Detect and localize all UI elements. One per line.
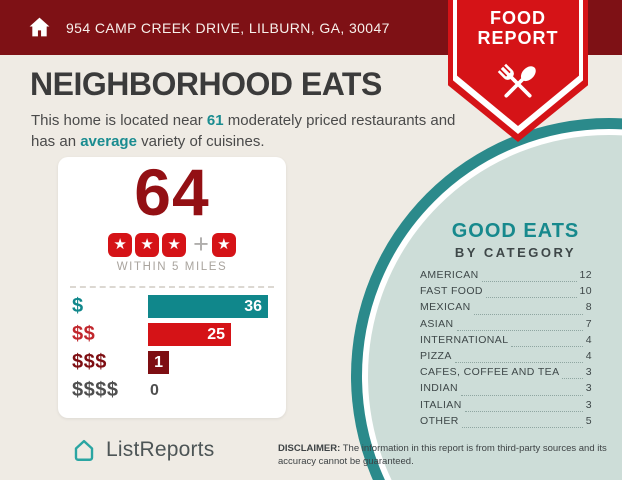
price-tier-row: $$$$ 0 — [72, 379, 276, 402]
subtitle-line2: has an average variety of cuisines. — [31, 131, 455, 152]
bar-area: 36 — [148, 295, 276, 318]
category-row: FAST FOOD 10 — [420, 285, 592, 301]
price-tier-row: $36 — [72, 295, 276, 318]
subtitle-text: variety of cuisines. — [136, 133, 265, 151]
dotted-leader — [562, 378, 583, 380]
star-icon: ★ — [108, 232, 133, 257]
restaurant-count: 64 — [134, 155, 210, 229]
listreports-logo: ListReports — [71, 437, 214, 463]
category-label: FAST FOOD — [420, 285, 483, 298]
good-eats-heading: GOOD EATS BY CATEGORY — [413, 220, 618, 260]
category-label: INDIAN — [420, 382, 458, 395]
category-label: ITALIAN — [420, 398, 462, 411]
bar-area: 1 — [148, 351, 276, 374]
restaurant-summary-card: 64 ★ ★ ★ + ★ WITHIN 5 MILES $36 $$ 25 $$$ 1 $$$$ 0 — [58, 157, 286, 418]
dotted-leader — [473, 313, 583, 315]
price-tier-bar: 25 — [148, 323, 231, 346]
category-row: ASIAN 7 — [420, 318, 592, 334]
category-value: 10 — [579, 285, 592, 298]
price-tier-label: $$$$ — [72, 379, 119, 401]
star-icon: ★ — [135, 232, 160, 257]
star-rating: ★ ★ ★ + ★ — [58, 231, 286, 258]
category-row: INTERNATIONAL 4 — [420, 334, 592, 350]
dotted-leader — [454, 362, 583, 364]
good-eats-subtitle: BY CATEGORY — [454, 245, 577, 260]
category-value: 12 — [579, 269, 592, 281]
category-label: INTERNATIONAL — [420, 333, 509, 346]
category-label: AMERICAN — [420, 269, 479, 281]
category-value: 8 — [585, 301, 592, 314]
category-row: INDIAN 3 — [420, 382, 592, 398]
category-row: MEXICAN 8 — [420, 301, 592, 317]
disclaimer-line2: accuracy cannot be guaranteed. — [278, 456, 414, 468]
subtitle-text: moderately priced restaurants and — [223, 112, 456, 129]
dotted-leader — [481, 281, 577, 283]
dotted-leader — [464, 410, 583, 412]
dotted-leader — [461, 426, 583, 428]
disclaimer-text: The information in this report is from t… — [340, 443, 607, 454]
dotted-leader — [461, 394, 583, 396]
category-label: MEXICAN — [420, 301, 471, 314]
category-row: AMERICAN 12 — [420, 269, 592, 285]
badge-title: FOOD REPORT — [448, 8, 588, 49]
category-label: OTHER — [420, 414, 459, 427]
dotted-leader — [485, 297, 577, 299]
category-value: 3 — [585, 366, 592, 379]
star-icon: ★ — [162, 232, 187, 257]
subtitle-line1: This home is located near 61 moderately … — [31, 110, 455, 131]
dotted-leader — [456, 329, 583, 331]
plus-icon: + — [193, 229, 209, 259]
food-report-badge: FOOD REPORT — [448, 0, 588, 142]
category-value: 4 — [585, 349, 592, 362]
category-value: 5 — [585, 414, 592, 427]
price-tier-bar: 36 — [148, 295, 268, 318]
category-label: CAFES, COFFEE AND TEA — [420, 366, 560, 379]
price-tier-label: $ — [72, 295, 84, 317]
price-tier-zero-value: 0 — [150, 382, 159, 399]
subtitle-text: This home is located near — [31, 112, 207, 129]
good-eats-category-list: AMERICAN 12 FAST FOOD 10 MEXICAN 8 ASIAN 7 INTER… — [420, 269, 592, 431]
crossed-spoon-fork-icon — [497, 63, 536, 98]
category-value: 3 — [585, 398, 592, 411]
dotted-leader — [511, 345, 583, 347]
listreports-house-icon — [74, 439, 94, 461]
good-eats-title: GOOD EATS — [451, 220, 580, 242]
bar-area: 0 — [148, 379, 276, 402]
price-tier-label: $$ — [72, 323, 96, 345]
badge-title-line1: FOOD — [490, 8, 546, 28]
category-row: PIZZA 4 — [420, 350, 592, 366]
category-row: ITALIAN 3 — [420, 399, 592, 415]
restaurant-count-highlight: 61 — [206, 112, 224, 129]
star-icon: ★ — [211, 232, 236, 257]
subtitle-text: has an — [31, 133, 81, 151]
disclaimer-line1: DISCLAIMER: The information in this repo… — [278, 442, 608, 455]
price-tier-row: $$ 25 — [72, 323, 276, 346]
price-bar-chart: $36 $$ 25 $$$ 1 $$$$ 0 — [72, 295, 276, 407]
page-subtitle: This home is located near 61 moderately … — [31, 110, 455, 153]
bar-area: 25 — [148, 323, 276, 346]
property-address: 954 CAMP CREEK DRIVE, LILBURN, GA, 30047 — [66, 19, 390, 36]
category-label: PIZZA — [420, 349, 452, 362]
price-tier-label: $$$ — [72, 351, 107, 373]
page-title: NEIGHBORHOOD EATS — [30, 66, 382, 102]
category-value: 4 — [585, 333, 592, 346]
dashed-divider — [70, 286, 274, 288]
home-icon — [29, 17, 50, 37]
category-value: 3 — [585, 382, 592, 395]
radius-label: WITHIN 5 MILES — [116, 261, 228, 273]
variety-highlight: average — [80, 133, 137, 151]
category-row: CAFES, COFFEE AND TEA 3 — [420, 366, 592, 382]
badge-title-line2: REPORT — [477, 27, 559, 48]
disclaimer: DISCLAIMER: The information in this repo… — [278, 442, 608, 469]
price-tier-row: $$$ 1 — [72, 351, 276, 374]
disclaimer-label: DISCLAIMER: — [278, 443, 341, 454]
category-value: 7 — [585, 317, 592, 330]
price-tier-bar: 1 — [148, 351, 169, 374]
category-row: OTHER 5 — [420, 415, 592, 431]
category-label: ASIAN — [420, 317, 454, 330]
brand-name: ListReports — [106, 438, 215, 461]
